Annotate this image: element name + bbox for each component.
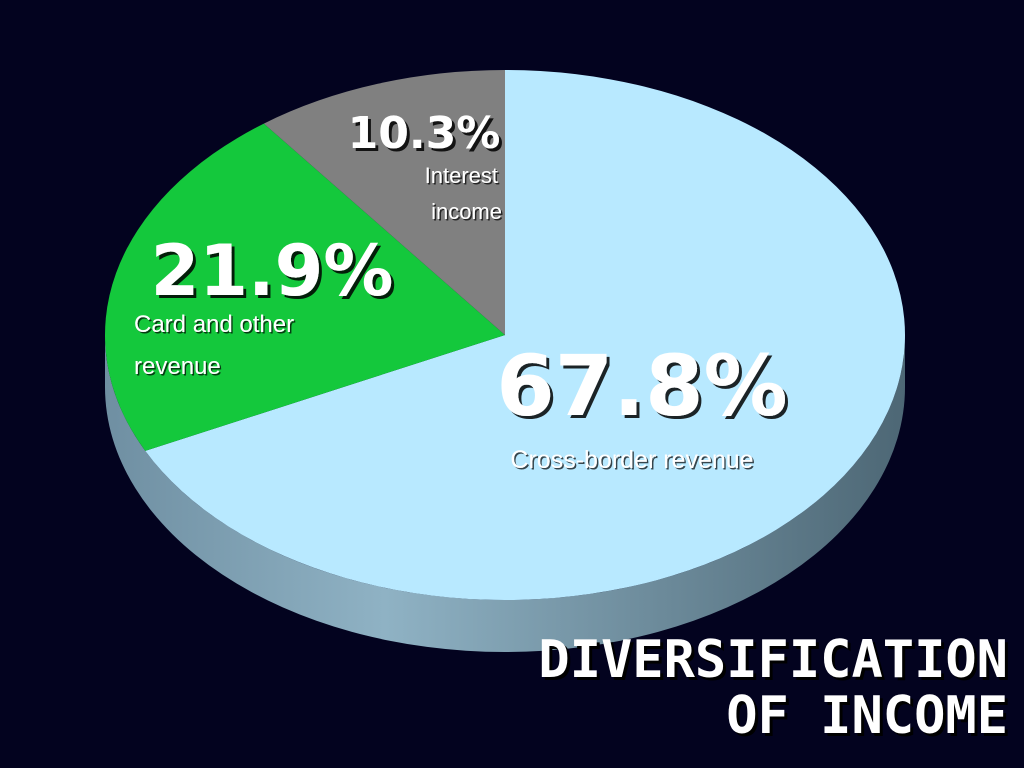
chart-title: DIVERSIFICATION OF INCOME xyxy=(538,632,1008,744)
slice-2-percent-label: 21.9% xyxy=(151,230,394,312)
slice-3-percent-label: 10.3% xyxy=(348,108,501,159)
slice-2-category-label-line-2: revenue xyxy=(134,353,221,380)
pie-slice-3 xyxy=(263,70,505,335)
slice-1-percent-label: 67.8% xyxy=(496,337,787,435)
slice-2-category-label-line-1: Card and other xyxy=(134,311,294,338)
slice-3-category-label-line-2: income xyxy=(431,199,502,224)
chart-title-line-2: OF INCOME xyxy=(726,686,1008,746)
slice-3-category-label-line-1: Interest xyxy=(425,163,498,188)
pie-slices xyxy=(104,70,905,600)
slice-1-category-label-line-1: Cross-border revenue xyxy=(510,446,753,474)
pie-slice-1 xyxy=(145,70,905,600)
pie-side-wall xyxy=(105,335,905,652)
pie-labels: 67.8% Cross-border revenue 21.9%Card and o… xyxy=(134,108,788,474)
pie-slice-2 xyxy=(104,123,506,451)
chart-title-line-1: DIVERSIFICATION xyxy=(538,630,1008,690)
pie-side-layer xyxy=(105,335,905,652)
